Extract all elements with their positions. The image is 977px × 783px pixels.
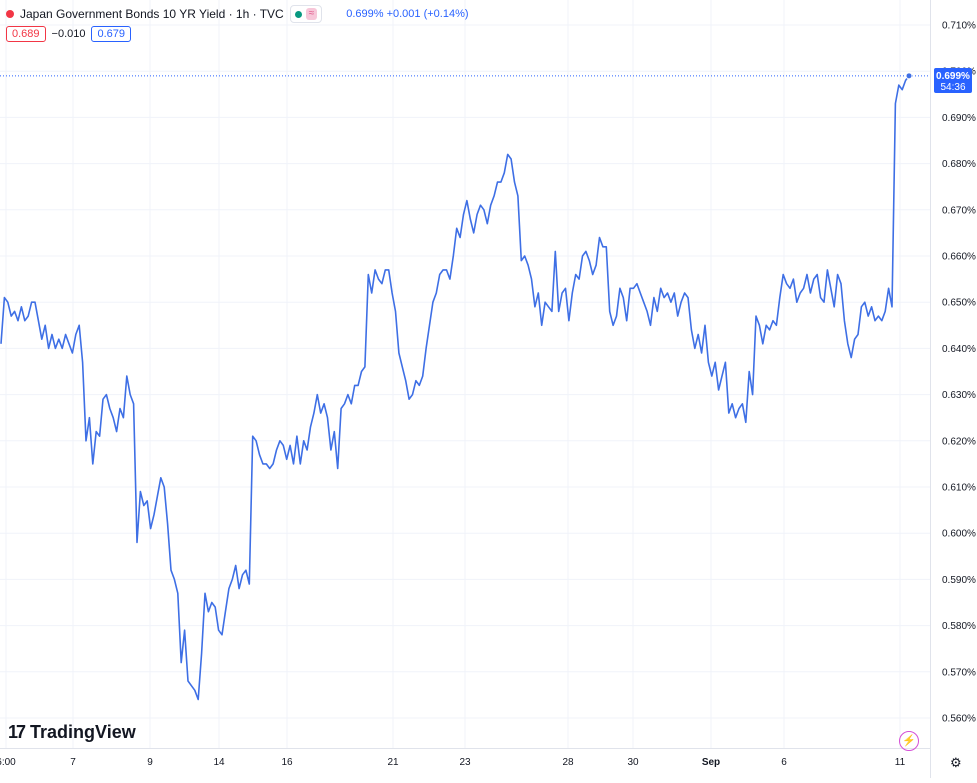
x-tick-label: 16 — [281, 757, 293, 768]
wave-icon: ≈ — [305, 8, 318, 20]
y-tick-label: 0.710% — [942, 21, 976, 32]
legend-header: Japan Government Bonds 10 YR Yield · 1h … — [6, 5, 469, 23]
sell-button[interactable]: 0.689 — [6, 26, 46, 42]
market-status-icon — [6, 10, 14, 18]
brand-name: TradingView — [30, 722, 136, 742]
last-price-badge — [934, 68, 972, 93]
y-tick-label: 0.660% — [942, 252, 976, 263]
y-tick-label: 0.560% — [942, 714, 976, 725]
symbol-title[interactable]: Japan Government Bonds 10 YR Yield · 1h … — [20, 7, 284, 21]
x-tick-label: 9 — [147, 757, 153, 768]
x-tick-label: 6:00 — [0, 757, 16, 768]
x-tick-label: Sep — [702, 757, 720, 768]
change-percent: (+0.14%) — [423, 8, 469, 20]
last-price-value: 0.699% — [936, 71, 970, 82]
y-tick-label: 0.590% — [942, 575, 976, 586]
yield-series-line — [0, 75, 910, 701]
x-tick-label: 6 — [781, 757, 787, 768]
y-tick-label: 0.630% — [942, 390, 976, 401]
market-badge[interactable]: ≈ — [289, 5, 323, 23]
y-tick-label: 0.600% — [942, 529, 976, 540]
ohlc-values: 0.699% +0.001 (+0.14%) — [346, 8, 468, 20]
y-tick-label: 0.690% — [942, 113, 976, 124]
y-axis[interactable]: 0.560% 0.570% 0.580% 0.590% 0.600% 0.610% 0.62… — [930, 0, 977, 778]
x-tick-label: 21 — [387, 757, 399, 768]
x-tick-label: 14 — [213, 757, 225, 768]
last-point-marker — [905, 72, 913, 80]
x-tick-label: 11 — [895, 757, 906, 768]
spread-value: −0.010 — [51, 28, 86, 40]
grid — [0, 0, 930, 748]
last-value: 0.699% — [346, 8, 384, 20]
bolt-icon[interactable]: ⚡ — [899, 731, 919, 751]
last-price-label: 0.699% 54:36 — [934, 68, 972, 93]
change-value: +0.001 — [386, 8, 421, 20]
y-tick-label: 0.680% — [942, 159, 976, 170]
tradingview-logo[interactable]: 17 TradingView — [8, 722, 136, 743]
gear-icon[interactable]: ⚙ — [950, 755, 962, 770]
tv-logo-icon: 17 — [8, 722, 26, 742]
y-tick-label: 0.670% — [942, 205, 976, 216]
bar-countdown: 54:36 — [940, 82, 965, 93]
y-tick-label: 0.640% — [942, 344, 976, 355]
x-tick-label: 28 — [562, 757, 574, 768]
y-tick-label: 0.610% — [942, 483, 976, 494]
x-tick-label: 30 — [627, 757, 639, 768]
x-axis[interactable]: 6:00 7 9 14 16 21 23 28 30 Sep 6 11 — [0, 748, 930, 769]
y-tick-label: 0.570% — [942, 667, 976, 678]
y-tick-label: 0.620% — [942, 436, 976, 447]
open-status-icon — [294, 10, 302, 18]
trade-row: 0.689 −0.010 0.679 — [6, 26, 132, 42]
series — [0, 72, 913, 701]
y-tick-label: 0.650% — [942, 298, 976, 309]
y-tick-label: 0.580% — [942, 621, 976, 632]
buy-button[interactable]: 0.679 — [91, 26, 132, 42]
x-tick-label: 23 — [459, 757, 471, 768]
x-tick-label: 7 — [70, 757, 76, 768]
